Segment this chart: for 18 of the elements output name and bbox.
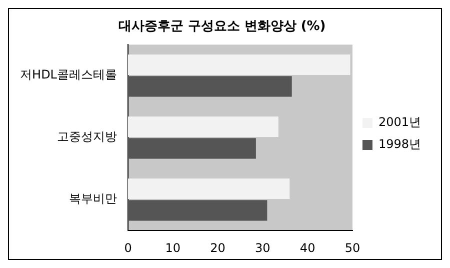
y-tick-label: 고중성지방 [57,130,117,144]
chart-title: 대사증후군 구성요소 변화양상 (%) [118,19,326,34]
x-tick-label: 20 [210,240,226,255]
x-tick-label: 50 [344,240,360,255]
legend-label: 1998년 [378,137,422,152]
x-tick-label: 10 [165,240,181,255]
x-tick-label: 30 [255,240,270,255]
bar [128,76,292,97]
bar [128,178,290,200]
bar [128,116,278,138]
x-tick-label: 40 [300,240,316,255]
x-tick-label: 0 [124,240,132,255]
bar [128,138,256,159]
legend-label: 2001년 [378,115,422,130]
bar [128,54,350,76]
y-tick-label: 저HDL콜레스테롤 [20,68,117,82]
bar [128,200,268,221]
y-tick-label: 복부비만 [69,192,117,206]
